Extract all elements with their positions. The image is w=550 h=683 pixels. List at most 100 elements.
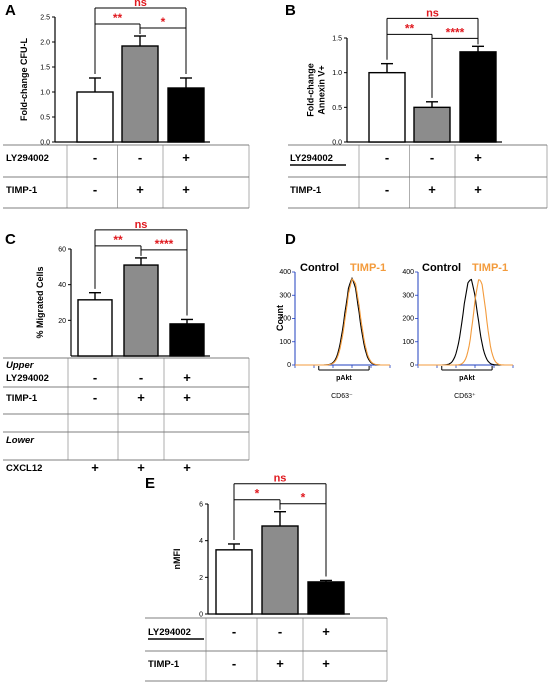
y-tick-label: 0 bbox=[410, 362, 414, 369]
condition-value: - bbox=[93, 390, 97, 405]
y-tick-label: 400 bbox=[279, 269, 291, 276]
y-axis-label: Fold-change CFU-L bbox=[19, 38, 29, 121]
bar bbox=[261, 525, 299, 615]
y-tick-label: 0 bbox=[199, 612, 203, 619]
y-tick-label: 200 bbox=[402, 316, 414, 323]
y-tick-label: 1.0 bbox=[40, 90, 50, 97]
histogram-2: 0 100 200 300 400 Control TIMP-1 pAkt CD63⁺ bbox=[402, 262, 514, 400]
legend-control: Control bbox=[422, 262, 461, 274]
bar bbox=[167, 87, 205, 143]
bar bbox=[169, 323, 205, 357]
condition-value: + bbox=[137, 460, 145, 475]
significance-label: * bbox=[301, 491, 306, 505]
histogram-curve bbox=[295, 276, 390, 366]
condition-value: - bbox=[93, 182, 97, 197]
condition-value: + bbox=[474, 182, 482, 197]
y-tick-label: 2.0 bbox=[40, 40, 50, 47]
panel-label-d: D bbox=[285, 231, 296, 248]
y-tick-label: 100 bbox=[279, 339, 291, 346]
condition-value: - bbox=[385, 150, 389, 165]
significance-label: ns bbox=[135, 219, 148, 231]
y-tick-label: 100 bbox=[402, 339, 414, 346]
condition-value: + bbox=[183, 370, 191, 385]
bar bbox=[77, 299, 113, 357]
condition-label: TIMP-1 bbox=[6, 185, 38, 196]
condition-value: + bbox=[322, 656, 330, 671]
y-axis-label: % Migrated Cells bbox=[35, 266, 45, 338]
bar bbox=[368, 71, 406, 143]
y-tick-label: 40 bbox=[58, 282, 66, 289]
condition-value: + bbox=[182, 150, 190, 165]
y-tick-label: 0.0 bbox=[40, 140, 50, 147]
panel-label-a: A bbox=[5, 2, 16, 19]
y-tick-label: 2 bbox=[199, 575, 203, 582]
histogram-1: 0 100 200 300 400 Control TIMP-1 pAkt CD63⁻ bbox=[279, 262, 391, 400]
legend-timp1: TIMP-1 bbox=[472, 262, 508, 274]
significance-label: ns bbox=[426, 7, 439, 19]
condition-value: - bbox=[138, 150, 142, 165]
y-axis-label: Fold-change bbox=[306, 63, 316, 117]
panel-label-b: B bbox=[285, 2, 296, 19]
y-tick-label: 1.5 bbox=[40, 65, 50, 72]
significance-label: ns bbox=[274, 473, 287, 485]
panel-label-e: E bbox=[145, 475, 155, 492]
condition-value: + bbox=[183, 390, 191, 405]
condition-value: - bbox=[93, 370, 97, 385]
significance-label: ** bbox=[113, 233, 123, 247]
condition-value: - bbox=[385, 182, 389, 197]
y-tick-label: 20 bbox=[58, 318, 66, 325]
condition-value: + bbox=[182, 182, 190, 197]
significance-label: * bbox=[161, 15, 166, 29]
condition-value: + bbox=[183, 460, 191, 475]
bar bbox=[215, 549, 253, 615]
legend-timp1: TIMP-1 bbox=[350, 262, 386, 274]
significance-label: **** bbox=[155, 237, 174, 251]
condition-value: + bbox=[322, 624, 330, 639]
condition-value: - bbox=[232, 656, 236, 671]
significance-label: ** bbox=[113, 11, 123, 25]
significance-label: **** bbox=[446, 25, 465, 39]
condition-label: LY294002 bbox=[6, 373, 49, 384]
bar bbox=[123, 264, 159, 357]
y-tick-label: 300 bbox=[279, 292, 291, 299]
histogram-curve bbox=[418, 279, 513, 366]
y-tick-label: 6 bbox=[199, 502, 203, 509]
condition-value: - bbox=[232, 624, 236, 639]
legend-control: Control bbox=[300, 262, 339, 274]
y-tick-label: 4 bbox=[199, 538, 203, 545]
significance-label: ns bbox=[134, 0, 147, 9]
y-tick-label: 400 bbox=[402, 269, 414, 276]
bar bbox=[459, 51, 497, 143]
condition-value: + bbox=[137, 390, 145, 405]
x-axis-label: pAkt bbox=[459, 375, 475, 382]
y-tick-label: 300 bbox=[402, 292, 414, 299]
condition-value: - bbox=[93, 150, 97, 165]
significance-label: ** bbox=[405, 21, 415, 35]
condition-label: TIMP-1 bbox=[6, 393, 38, 404]
y-tick-label: 1.0 bbox=[332, 70, 342, 77]
condition-label: Lower bbox=[6, 435, 35, 446]
gate-subtitle: CD63⁺ bbox=[454, 392, 476, 400]
condition-value: + bbox=[276, 656, 284, 671]
panel-d: D Count 0 100 200 300 400 Control TIMP-1 pAkt CD63… bbox=[275, 231, 514, 400]
y-tick-label: 0 bbox=[287, 362, 291, 369]
bar bbox=[76, 91, 114, 143]
y-axis-label: Annexin V+ bbox=[317, 65, 327, 114]
panel-label-c: C bbox=[5, 231, 16, 248]
bar bbox=[121, 45, 159, 143]
y-tick-label: 60 bbox=[58, 247, 66, 254]
condition-label: TIMP-1 bbox=[290, 185, 322, 196]
y-tick-label: 0.0 bbox=[332, 140, 342, 147]
panel-e: E 0 2 4 6 nMFI * * ns LY294002 - - + TIMP-1 - + + bbox=[145, 473, 388, 682]
histogram-curve bbox=[418, 278, 513, 366]
condition-value: - bbox=[278, 624, 282, 639]
condition-label: CXCL12 bbox=[6, 463, 42, 474]
condition-value: + bbox=[91, 460, 99, 475]
condition-value: + bbox=[136, 182, 144, 197]
y-tick-label: 0.5 bbox=[332, 105, 342, 112]
